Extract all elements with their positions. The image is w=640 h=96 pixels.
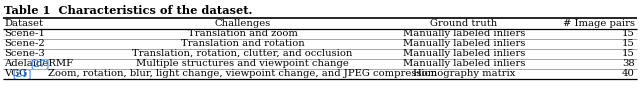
Text: Scene-3: Scene-3 [4,49,45,58]
Text: Manually labeled inliers: Manually labeled inliers [403,49,525,58]
Text: Manually labeled inliers: Manually labeled inliers [403,29,525,38]
Text: Scene-1: Scene-1 [4,29,45,38]
Text: Scene-2: Scene-2 [4,39,45,48]
Text: Dataset: Dataset [4,19,43,27]
Text: 15: 15 [622,39,635,48]
Text: Translation and zoom: Translation and zoom [188,29,298,38]
Text: 15: 15 [622,49,635,58]
Text: Zoom, rotation, blur, light change, viewpoint change, and JPEG compression: Zoom, rotation, blur, light change, view… [48,69,437,78]
Text: Multiple structures and viewpoint change: Multiple structures and viewpoint change [136,59,349,68]
Text: Translation, rotation, clutter, and occlusion: Translation, rotation, clutter, and occl… [132,49,353,58]
Text: 15: 15 [622,29,635,38]
Text: AdelaideRMF: AdelaideRMF [4,59,76,68]
Text: VGG: VGG [4,69,30,78]
Text: 38: 38 [622,59,635,68]
Text: Manually labeled inliers: Manually labeled inliers [403,59,525,68]
Text: Translation and rotation: Translation and rotation [180,39,305,48]
Text: Ground truth: Ground truth [430,19,498,27]
Text: 40: 40 [622,69,635,78]
Text: [27]: [27] [30,59,49,68]
Text: # Image pairs: # Image pairs [563,19,635,27]
Text: [21]: [21] [13,69,32,78]
Text: Manually labeled inliers: Manually labeled inliers [403,39,525,48]
Text: Challenges: Challenges [214,19,271,27]
Text: Homography matrix: Homography matrix [413,69,515,78]
Text: Table 1  Characteristics of the dataset.: Table 1 Characteristics of the dataset. [4,5,252,16]
